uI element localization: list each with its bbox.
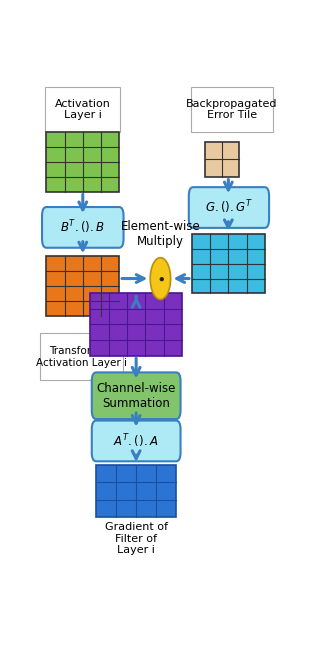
Text: Backpropagated
Error Tile: Backpropagated Error Tile: [186, 99, 278, 121]
Text: $A^T . () . A$: $A^T . () . A$: [114, 432, 159, 450]
FancyBboxPatch shape: [191, 87, 273, 132]
Text: Transformed
Activation Layer i: Transformed Activation Layer i: [36, 346, 127, 368]
FancyBboxPatch shape: [192, 234, 265, 293]
FancyBboxPatch shape: [90, 293, 182, 355]
FancyBboxPatch shape: [42, 207, 124, 248]
Text: Channel-wise
Summation: Channel-wise Summation: [96, 382, 176, 410]
FancyBboxPatch shape: [40, 333, 123, 381]
FancyBboxPatch shape: [92, 421, 181, 461]
FancyBboxPatch shape: [96, 465, 176, 517]
Circle shape: [150, 258, 171, 299]
Text: $G . () . G^T$: $G . () . G^T$: [205, 199, 253, 216]
FancyBboxPatch shape: [92, 372, 181, 419]
Text: $\bullet$: $\bullet$: [156, 271, 165, 286]
Text: Element-wise
Multiply: Element-wise Multiply: [121, 220, 200, 248]
Text: $B^T . () . B$: $B^T . () . B$: [60, 219, 105, 236]
Text: Gradient of
Filter of
Layer i: Gradient of Filter of Layer i: [105, 522, 168, 555]
FancyBboxPatch shape: [189, 187, 269, 228]
FancyBboxPatch shape: [46, 256, 119, 316]
Text: Activation
Layer i: Activation Layer i: [55, 99, 111, 121]
FancyBboxPatch shape: [46, 132, 119, 192]
FancyBboxPatch shape: [45, 87, 121, 132]
FancyBboxPatch shape: [205, 142, 239, 177]
